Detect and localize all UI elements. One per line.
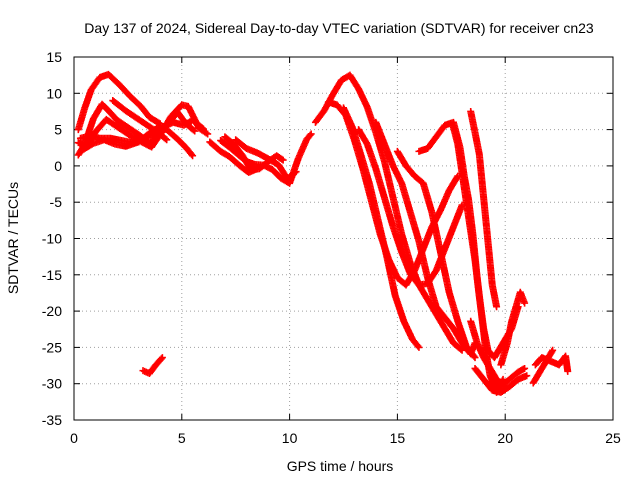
data-point xyxy=(279,156,287,164)
data-point xyxy=(292,168,300,176)
x-axis-label: GPS time / hours xyxy=(287,458,394,474)
data-point xyxy=(163,136,171,144)
data-point xyxy=(278,155,286,163)
data-point xyxy=(198,124,206,132)
data-point xyxy=(493,303,501,311)
data-point xyxy=(521,299,529,307)
series-arc-10 xyxy=(232,136,300,183)
data-point xyxy=(521,364,529,372)
data-point xyxy=(189,152,197,160)
series-arc-21 xyxy=(467,317,529,391)
y-axis-label: SDTVAR / TECUs xyxy=(5,182,21,294)
series-arc-1 xyxy=(74,70,164,134)
data-point xyxy=(158,354,166,362)
series-arc-22 xyxy=(471,364,531,396)
data-point xyxy=(471,354,479,362)
x-tick-label: 20 xyxy=(497,430,513,446)
data-point xyxy=(291,169,299,177)
x-tick-label: 10 xyxy=(282,430,298,446)
y-tick-label: 10 xyxy=(46,85,62,101)
data-point xyxy=(414,342,422,350)
data-point xyxy=(457,345,465,353)
y-tick-label: -15 xyxy=(42,267,62,283)
series-arc-11 xyxy=(206,138,261,176)
y-tick-label: -30 xyxy=(42,376,62,392)
series-arc-25 xyxy=(531,352,572,375)
series-arc-7 xyxy=(139,354,166,378)
data-point xyxy=(470,352,478,360)
y-tick-label: -5 xyxy=(50,194,63,210)
data-points xyxy=(74,70,572,396)
axis-ticks: 0 5 10 15 20 25 15 10 5 0 -5 -10 -15 -20 -25 -30 -35 xyxy=(42,49,621,446)
data-point xyxy=(202,129,210,137)
data-point xyxy=(253,165,261,173)
data-point xyxy=(307,130,315,138)
series-arc-17 xyxy=(393,147,479,362)
x-tick-label: 5 xyxy=(178,430,186,446)
data-point xyxy=(190,126,198,134)
series-arc-14 xyxy=(340,104,423,351)
data-point xyxy=(191,127,199,135)
y-tick-label: -10 xyxy=(42,231,62,247)
data-point xyxy=(157,355,165,363)
x-tick-label: 25 xyxy=(605,430,621,446)
y-tick-label: 15 xyxy=(46,49,62,65)
data-point xyxy=(161,135,169,143)
data-point xyxy=(199,125,207,133)
series-arc-23 xyxy=(497,288,529,369)
series-arc-20 xyxy=(467,107,501,311)
y-tick-label: -35 xyxy=(42,412,62,428)
x-tick-label: 0 xyxy=(70,430,78,446)
series-arc-6 xyxy=(109,97,171,144)
y-tick-label: 0 xyxy=(54,158,62,174)
data-point xyxy=(188,150,196,158)
x-tick-label: 15 xyxy=(390,430,406,446)
y-tick-label: 5 xyxy=(54,122,62,138)
data-point xyxy=(549,346,557,354)
y-tick-label: -25 xyxy=(42,339,62,355)
chart-title: Day 137 of 2024, Sidereal Day-to-day VTE… xyxy=(84,20,594,36)
data-point xyxy=(306,131,314,139)
data-point xyxy=(204,130,212,138)
data-point xyxy=(523,372,531,380)
data-point xyxy=(564,367,572,375)
data-point xyxy=(548,348,556,356)
data-point xyxy=(415,343,423,351)
series-arc-24 xyxy=(529,346,557,387)
y-tick-label: -20 xyxy=(42,303,62,319)
